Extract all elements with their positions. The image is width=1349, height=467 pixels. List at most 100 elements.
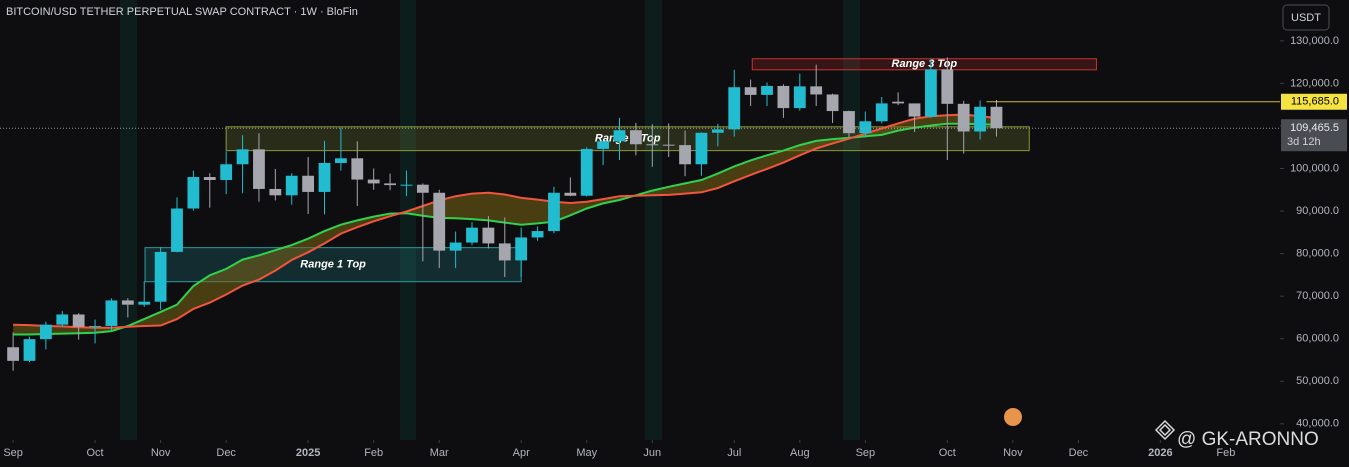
candle-body — [269, 188, 282, 196]
candle-body — [613, 130, 626, 142]
candle-body — [810, 86, 823, 95]
y-tick-label: 90,000.0 — [1296, 205, 1339, 217]
session-stripes — [120, 0, 860, 440]
candle-body — [646, 144, 659, 146]
countdown-label: 3d 12h — [1287, 136, 1321, 148]
candle-body — [138, 301, 151, 305]
zone-label: Range 1 Top — [300, 259, 366, 271]
candle-body — [892, 101, 905, 104]
x-tick-label: Sep — [856, 447, 876, 459]
candle-body — [236, 149, 249, 165]
x-tick-label: Aug — [790, 447, 810, 459]
candle-body — [302, 175, 315, 192]
candle-body — [171, 208, 183, 252]
candle-body — [220, 164, 233, 180]
candle-body — [416, 184, 429, 193]
y-tick-label: 70,000.0 — [1296, 290, 1339, 302]
price-line-tag — [1281, 93, 1347, 110]
candle-body — [941, 69, 954, 104]
candle-body — [449, 242, 462, 251]
candle-body — [187, 177, 200, 209]
stripe — [645, 0, 662, 440]
moon-icon — [1004, 408, 1022, 426]
candle-body — [990, 106, 1003, 129]
candle-body — [72, 314, 85, 327]
x-tick-label: Dec — [216, 447, 236, 459]
candle-body — [630, 130, 642, 145]
moving-averages: Range 1 Top Range 2 Top Range 3 Top — [13, 58, 997, 336]
x-tick-label: Sep — [3, 447, 23, 459]
y-tick-label: 130,000.0 — [1290, 35, 1339, 47]
x-tick-label: 2026 — [1148, 447, 1172, 459]
y-tick-label: 80,000.0 — [1296, 248, 1339, 260]
candle-body — [23, 339, 36, 361]
candle-body — [56, 314, 69, 325]
candle-body — [351, 158, 364, 180]
y-axis-panel — [1280, 0, 1349, 467]
candle-body — [105, 300, 118, 326]
x-tick-label: Nov — [151, 447, 171, 459]
candle-body — [466, 227, 478, 243]
candle-body — [531, 231, 544, 238]
x-tick-label: Feb — [1216, 447, 1235, 459]
candles — [7, 57, 1003, 371]
candle-body — [679, 145, 691, 165]
candle-body — [89, 325, 101, 327]
candle-body — [908, 103, 921, 117]
last-price-tag — [1281, 119, 1347, 152]
y-tick-label: 120,000.0 — [1290, 77, 1339, 89]
price-lines — [0, 101, 1280, 129]
x-tick-label: Oct — [86, 447, 103, 459]
currency-label[interactable]: USDT — [1291, 12, 1321, 24]
x-tick-label: Dec — [1069, 447, 1089, 459]
candle-body — [875, 103, 888, 122]
candle-body — [793, 86, 806, 109]
candle-body — [826, 94, 839, 112]
candle-body — [498, 243, 511, 261]
candle-body — [580, 148, 593, 196]
candle-body — [777, 85, 790, 109]
candle-body — [662, 144, 675, 146]
candle-body — [433, 192, 446, 251]
candle-body — [154, 251, 167, 302]
candle-body — [548, 192, 560, 232]
y-tick-label: 50,000.0 — [1296, 375, 1339, 387]
x-tick-label: May — [576, 447, 597, 459]
watermark: @ GK-ARONNO — [1177, 429, 1319, 450]
candle-body — [482, 227, 495, 244]
candle-body — [515, 237, 528, 261]
candle-body — [203, 177, 216, 180]
candle-body — [843, 111, 855, 134]
candle-body — [39, 324, 52, 340]
stripe — [843, 0, 860, 440]
candle-body — [974, 106, 986, 132]
candle-body — [400, 184, 413, 186]
candle-body — [564, 192, 577, 196]
x-tick-label: Feb — [364, 447, 383, 459]
last-price-label: 109,465.5 — [1290, 122, 1339, 134]
x-tick-label: Nov — [1003, 447, 1023, 459]
watermark-icon — [1154, 419, 1176, 441]
candle-body — [859, 121, 872, 134]
x-tick-label: 2025 — [296, 447, 320, 459]
candle-body — [695, 132, 708, 165]
candle-body — [253, 149, 265, 189]
candle-body — [761, 85, 773, 95]
y-tick-label: 40,000.0 — [1296, 418, 1339, 430]
ma-line — [13, 113, 997, 329]
candle-body — [7, 347, 20, 361]
currency-button[interactable] — [1282, 4, 1330, 31]
x-tick-label: Oct — [939, 447, 956, 459]
x-tick-label: Apr — [513, 447, 530, 459]
candle-body — [597, 141, 610, 149]
candle-body — [711, 129, 724, 133]
price-line-label: 115,685.0 — [1291, 96, 1339, 108]
chart-title: BITCOIN/USD TETHER PERPETUAL SWAP CONTRA… — [6, 6, 358, 18]
candle-body — [744, 87, 757, 95]
candle-body — [925, 69, 937, 117]
x-tick-label: Mar — [430, 447, 449, 459]
zone-label: Range 2 Top — [595, 133, 661, 145]
x-tick-label: Jul — [727, 447, 741, 459]
candle-body — [367, 179, 380, 184]
